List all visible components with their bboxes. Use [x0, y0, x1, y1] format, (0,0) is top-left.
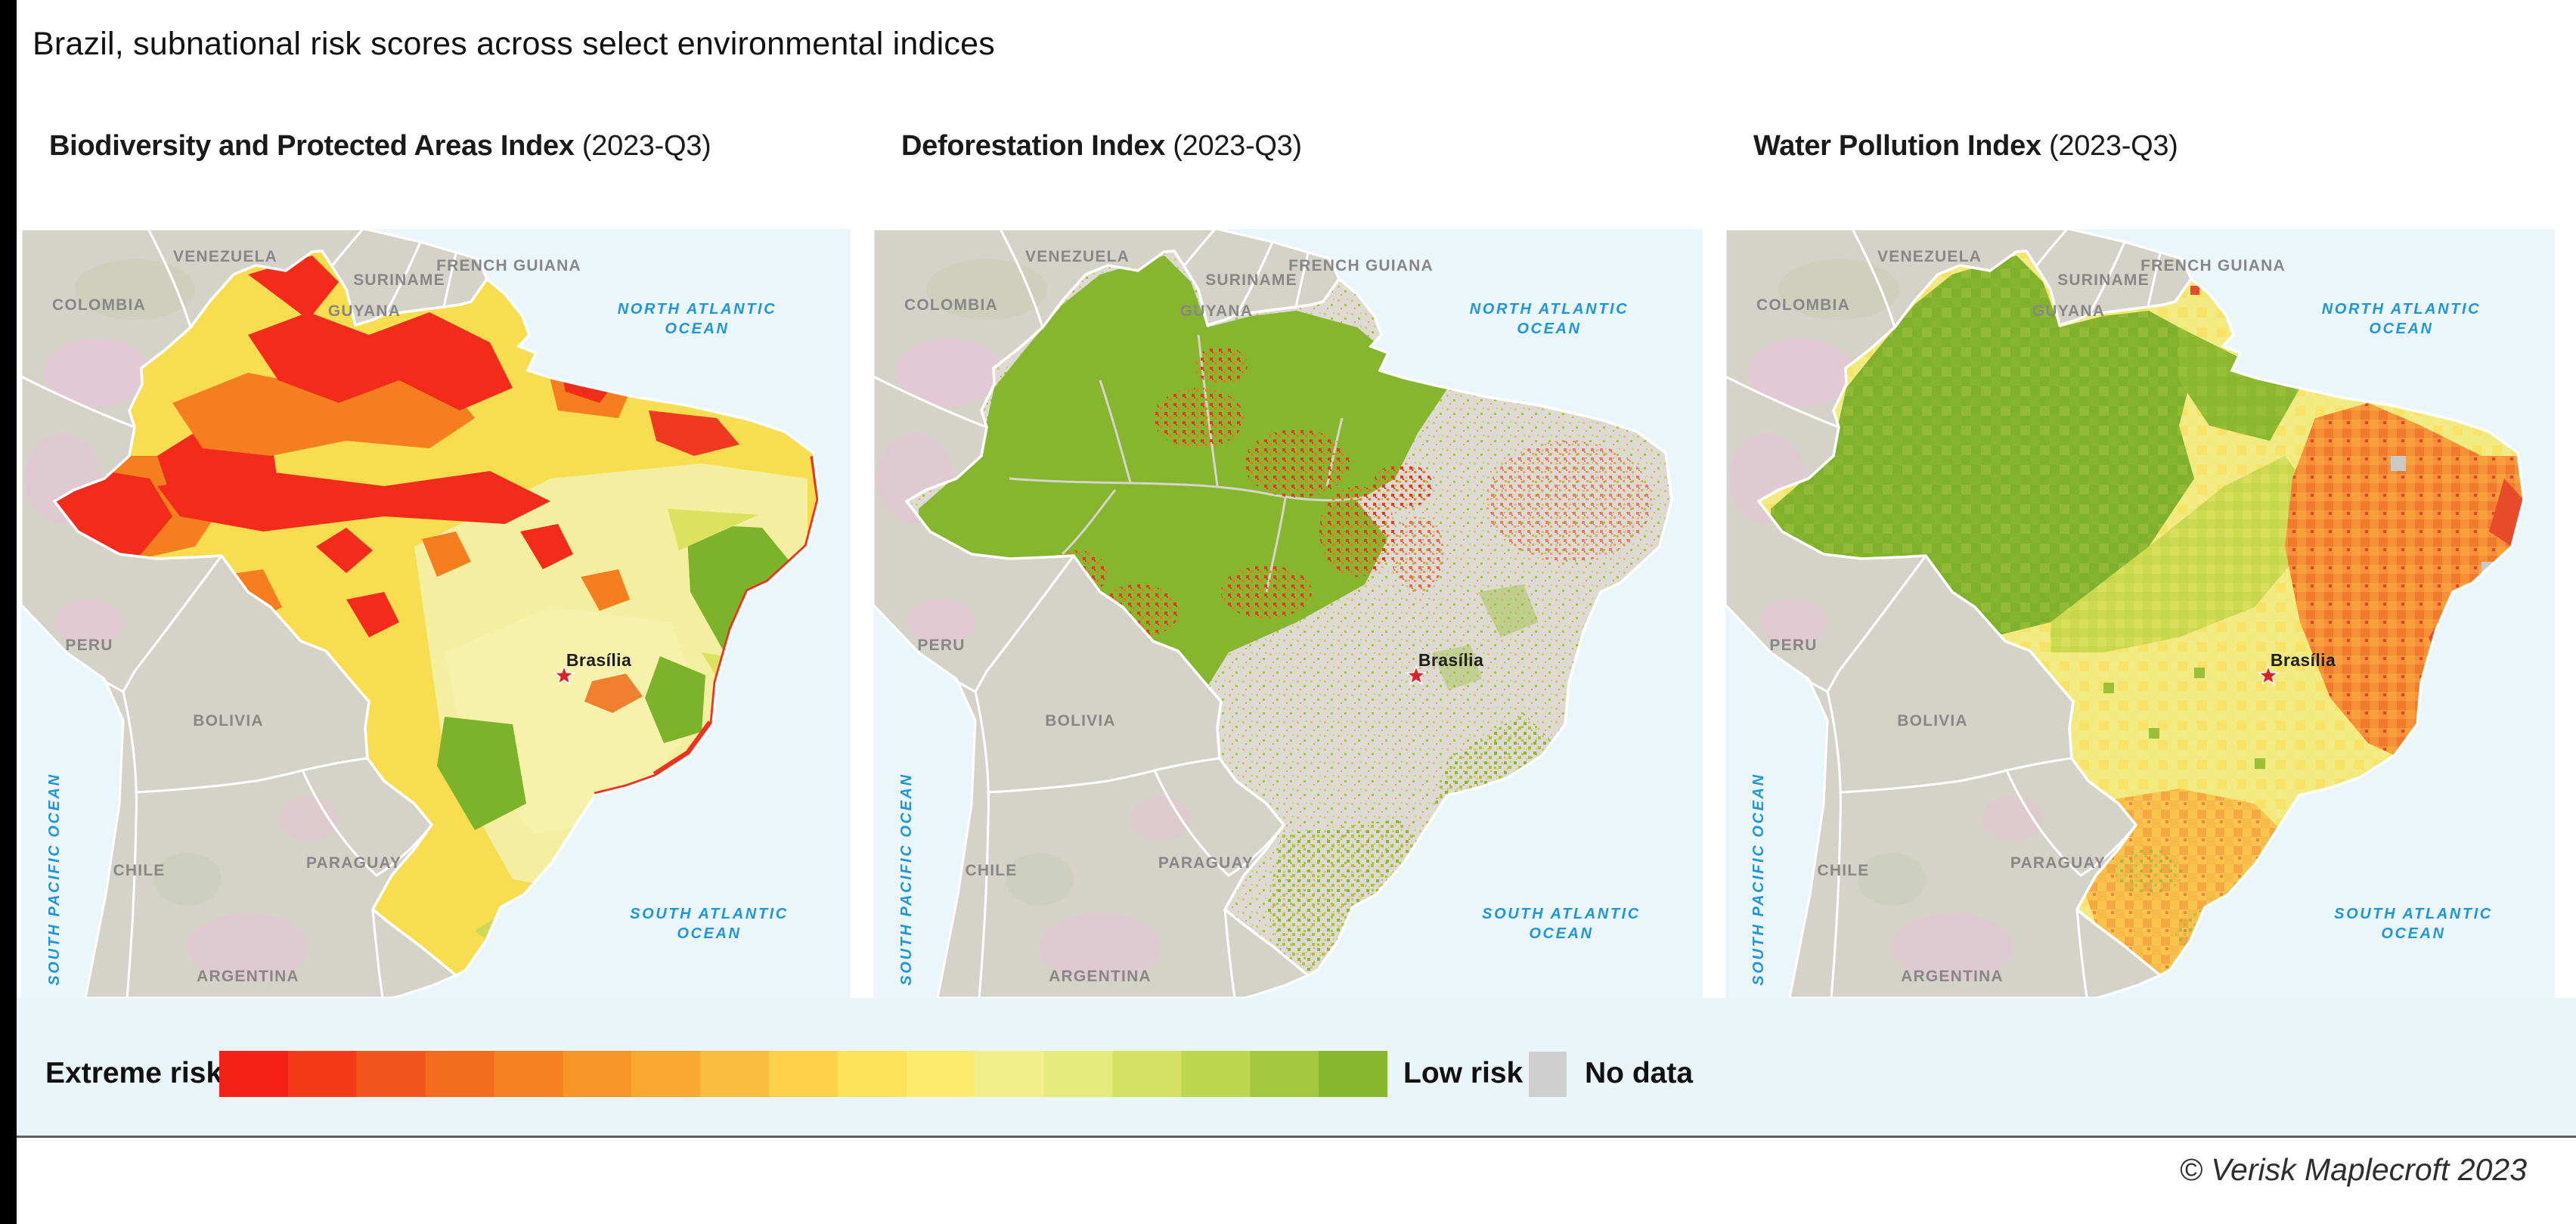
- copyright-text: © Verisk Maplecroft 2023: [2179, 1152, 2527, 1187]
- index-name: Water Pollution Index: [1753, 130, 2041, 162]
- map-water-pollution: [1725, 229, 2555, 998]
- panel-water-pollution-title: Water Pollution Index (2023-Q3): [1753, 130, 2178, 163]
- index-name: Deforestation Index: [901, 130, 1166, 162]
- legend-extreme-label: Extreme risk: [45, 1057, 223, 1089]
- index-period: (2023-Q3): [1173, 130, 1302, 162]
- index-period: (2023-Q3): [581, 130, 711, 162]
- left-black-bar: [0, 0, 17, 1224]
- legend-low-label: Low risk: [1403, 1057, 1524, 1089]
- map-biodiversity: [21, 229, 851, 998]
- index-name: Biodiversity and Protected Areas Index: [49, 130, 575, 162]
- legend-no-data-swatch: [1529, 1052, 1567, 1097]
- panel-biodiversity: Biodiversity and Protected Areas Index (…: [21, 0, 851, 998]
- panel-deforestation: Deforestation Index (2023-Q3): [873, 0, 1703, 998]
- legend-no-data-label: No data: [1585, 1057, 1694, 1089]
- panel-biodiversity-title: Biodiversity and Protected Areas Index (…: [49, 130, 711, 163]
- map-deforestation: [873, 229, 1703, 998]
- footer-divider: [17, 1136, 2576, 1138]
- panel-water-pollution: Water Pollution Index (2023-Q3): [1725, 0, 2555, 998]
- legend-gradient-bar: [219, 1051, 1387, 1097]
- index-period: (2023-Q3): [2049, 130, 2178, 162]
- panel-deforestation-title: Deforestation Index (2023-Q3): [901, 130, 1302, 163]
- page-title: Brazil, subnational risk scores across s…: [33, 26, 995, 62]
